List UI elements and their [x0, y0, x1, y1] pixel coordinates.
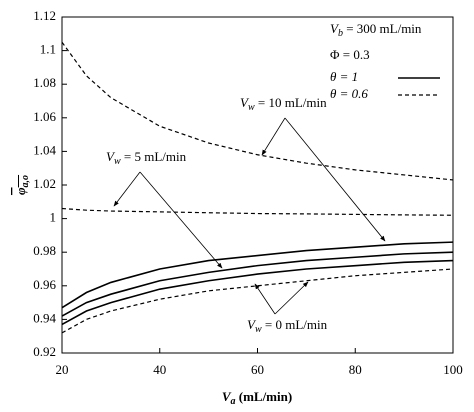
- legend-label: θ = 0.6: [330, 86, 368, 101]
- subscript: b: [338, 28, 343, 39]
- symbol: φ: [13, 187, 28, 195]
- series-line: [61, 207, 454, 216]
- x-tick-label: 20: [56, 362, 69, 377]
- series-line: [61, 41, 454, 181]
- annotation-arrows: [113, 117, 386, 315]
- text: = 300 mL/min: [343, 21, 422, 36]
- y-tick-label: 0.98: [33, 243, 56, 258]
- text: = 10 mL/min: [255, 95, 327, 110]
- symbol: V: [247, 317, 257, 332]
- legend-label: θ = 1: [330, 69, 358, 84]
- arrow: [113, 171, 141, 207]
- y-tick-label: 1.08: [33, 75, 56, 90]
- annotation: Vw = 5 mL/min: [106, 149, 187, 167]
- x-axis-title: Va (mL/min): [222, 389, 292, 407]
- annotation: Φ = 0.3: [330, 47, 370, 62]
- arrow: [274, 281, 309, 315]
- text: Φ = 0.3: [330, 47, 370, 62]
- series-line: [61, 241, 454, 309]
- subscript: a,o: [20, 175, 31, 188]
- series-line: [61, 268, 454, 334]
- y-axis-title: φa,o: [13, 175, 31, 195]
- plot-frame: [61, 16, 454, 354]
- arrow: [139, 171, 223, 269]
- x-tick-label: 80: [349, 362, 362, 377]
- subscript: a: [230, 396, 235, 407]
- annotation: Vw = 0 mL/min: [247, 317, 328, 335]
- y-tick-label: 1.12: [33, 8, 56, 23]
- symbol: V: [106, 149, 116, 164]
- subscript: w: [248, 102, 255, 113]
- symbol: V: [240, 95, 250, 110]
- text: = 5 mL/min: [121, 149, 187, 164]
- symbol: V: [222, 389, 232, 404]
- y-tick-label: 1.02: [33, 176, 56, 191]
- y-tick-label: 1.06: [33, 109, 56, 124]
- y-tick-label: 1.1: [40, 42, 56, 57]
- series-line: [61, 251, 454, 317]
- y-tick-label: 1: [50, 210, 57, 225]
- text: = 0 mL/min: [262, 317, 328, 332]
- text: (mL/min): [235, 389, 292, 404]
- symbol: V: [330, 21, 340, 36]
- x-tick-label: 40: [153, 362, 166, 377]
- y-tick-label: 0.92: [33, 344, 56, 359]
- arrow: [261, 117, 286, 156]
- annotation: Vw = 10 mL/min: [240, 95, 327, 113]
- annotation: Vb = 300 mL/min: [330, 21, 422, 39]
- x-tick-label: 100: [443, 362, 463, 377]
- y-tick-label: 1.04: [33, 142, 56, 157]
- arrow: [254, 283, 276, 315]
- y-tick-label: 0.94: [33, 310, 56, 325]
- y-tick-label: 0.96: [33, 277, 56, 292]
- series-line: [61, 259, 454, 326]
- arrow: [284, 117, 386, 242]
- subscript: w: [114, 156, 121, 167]
- x-tick-label: 60: [251, 362, 264, 377]
- subscript: w: [255, 324, 262, 335]
